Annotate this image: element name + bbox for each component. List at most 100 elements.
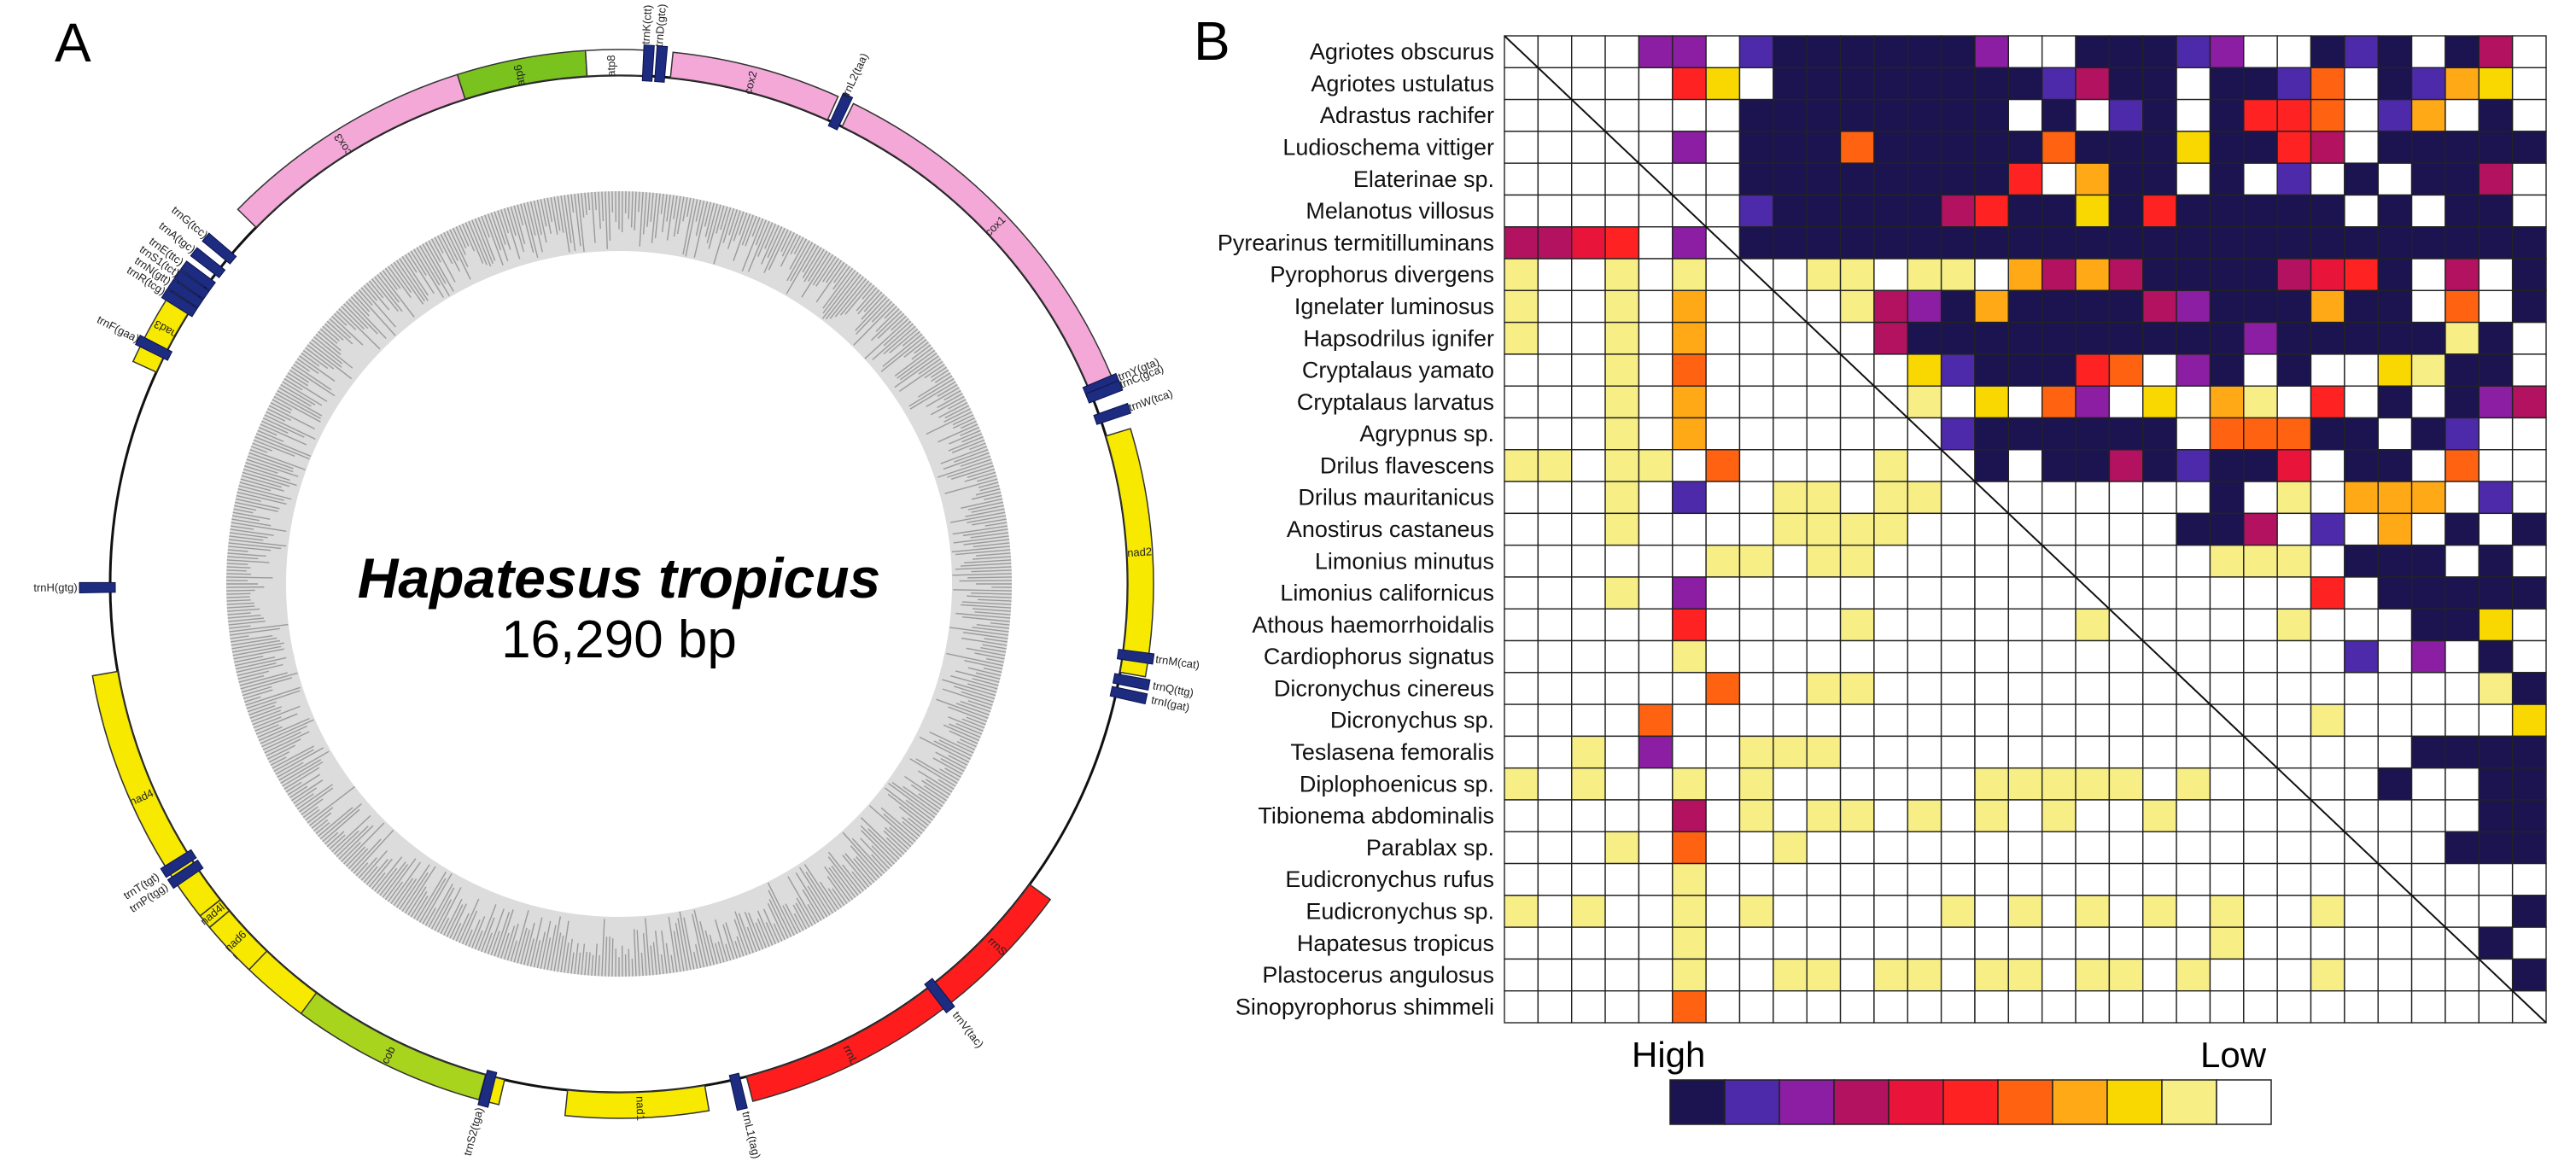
panel-a-letter: A — [55, 12, 91, 73]
heatmap-cell — [1638, 321, 1674, 355]
gc-content-ticks — [226, 191, 1012, 977]
heatmap-cell — [2511, 194, 2547, 228]
heatmap-cell — [1907, 831, 1942, 865]
heatmap-cell — [2478, 512, 2514, 546]
heatmap-cell — [2310, 385, 2345, 419]
heatmap-cell — [1940, 481, 1976, 515]
heatmap-cell — [2276, 990, 2312, 1024]
heatmap-cell — [1839, 194, 1875, 228]
heatmap-cell — [1873, 417, 1908, 451]
heatmap-cell — [1672, 98, 1707, 132]
heatmap-cell — [1672, 703, 1707, 738]
heatmap-cell — [1940, 35, 1976, 68]
heatmap-cell — [1705, 703, 1741, 738]
heatmap-cell — [1974, 67, 2010, 101]
trna-label-10: trnL1(tag) — [739, 1110, 762, 1159]
heatmap-cell — [1907, 544, 1942, 578]
trna-mark-20 — [190, 247, 226, 278]
species-label-18: Athous haemorrhoidalis — [1252, 612, 1494, 638]
heatmap-cell — [2276, 194, 2312, 228]
heatmap-cell — [2511, 98, 2547, 132]
heatmap-cell — [2209, 449, 2245, 482]
heatmap-cell — [2445, 958, 2480, 992]
heatmap-cell — [1638, 98, 1674, 132]
heatmap-cell — [1940, 131, 1976, 164]
heatmap-cell — [2142, 67, 2177, 101]
heatmap-cell — [2075, 481, 2111, 515]
gene-arc-nad1 — [564, 1084, 710, 1119]
heatmap-cell — [2478, 990, 2514, 1024]
gene-label-nad1: nad1 — [634, 1096, 647, 1121]
heatmap-cell — [1537, 735, 1573, 769]
heatmap-cell — [2410, 767, 2446, 801]
heatmap-cell — [1940, 162, 1976, 196]
heatmap-cell — [2041, 862, 2077, 896]
heatmap-cell — [2142, 321, 2177, 355]
heatmap-cell — [1604, 926, 1640, 960]
heatmap-cell — [2075, 831, 2111, 865]
heatmap-cell — [1806, 703, 1842, 738]
heatmap-cell — [2243, 481, 2278, 515]
heatmap-cell — [2276, 98, 2312, 132]
species-label-27: Eudicronychus sp. — [1306, 898, 1494, 924]
heatmap-cell — [2007, 672, 2043, 705]
gene-arcs: cox3atp6atp8cox2cox1nad2nad5nad4nad4lnad… — [91, 49, 1154, 1121]
heatmap-cell — [1537, 799, 1573, 832]
heatmap-cell — [2276, 703, 2312, 738]
heatmap-cell — [2511, 576, 2547, 610]
heatmap-cell — [1873, 672, 1908, 705]
heatmap-cell — [2209, 576, 2245, 610]
gene-arc-nad6 — [208, 910, 268, 971]
heatmap-cell — [1940, 703, 1976, 738]
heatmap-cell — [1604, 608, 1640, 642]
heatmap-cell — [1738, 799, 1774, 832]
heatmap-cell — [2209, 831, 2245, 865]
heatmap-cell — [1940, 544, 1976, 578]
heatmap-cell — [2142, 672, 2177, 705]
heatmap-cell — [1773, 385, 1808, 419]
heatmap-cell — [2176, 895, 2211, 928]
heatmap-cell — [1839, 703, 1875, 738]
heatmap-cell — [2344, 417, 2379, 451]
heatmap-cell — [2276, 735, 2312, 769]
gene-arc-nad4 — [91, 670, 221, 917]
heatmap-cell — [1672, 639, 1707, 674]
heatmap-cell — [2276, 258, 2312, 292]
heatmap-cell — [2007, 226, 2043, 260]
heatmap-cell — [1738, 385, 1774, 419]
heatmap-cell — [2176, 258, 2211, 292]
heatmap-cell — [2142, 449, 2177, 482]
heatmap-cell — [1806, 576, 1842, 610]
heatmap-cell — [1806, 194, 1842, 228]
heatmap-cell — [2310, 321, 2345, 355]
heatmap-cell — [1974, 862, 2010, 896]
heatmap-cell — [1571, 990, 1606, 1024]
heatmap-cell — [1940, 194, 1976, 228]
heatmap-cell — [2478, 576, 2514, 610]
heatmap-cell — [1806, 449, 1842, 482]
heatmap-cell — [1638, 481, 1674, 515]
heatmap-cell — [1571, 162, 1606, 196]
heatmap-cell — [1773, 353, 1808, 387]
heatmap-cell — [1705, 512, 1741, 546]
heatmap-cell — [2511, 131, 2547, 164]
gene-arc-nad4l — [199, 899, 231, 929]
heatmap-cell — [2377, 194, 2413, 228]
heatmap-cell — [2310, 735, 2345, 769]
heatmap-cell — [2310, 226, 2345, 260]
heatmap-cell — [1537, 449, 1573, 482]
heatmap-cell — [2445, 672, 2480, 705]
heatmap-cell — [1504, 639, 1539, 674]
trna-mark-14 — [79, 581, 116, 593]
heatmap-cell — [1940, 831, 1976, 865]
heatmap-cell — [1604, 831, 1640, 865]
heatmap-cell — [1940, 67, 1976, 101]
heatmap-cell — [1873, 735, 1908, 769]
heatmap-cell — [2108, 289, 2144, 324]
heatmap-cell — [1839, 512, 1875, 546]
heatmap-cell — [2410, 194, 2446, 228]
heatmap-cell — [2445, 481, 2480, 515]
heatmap-cell — [1672, 353, 1707, 387]
heatmap-cell — [1672, 67, 1707, 101]
heatmap-cell — [2410, 926, 2446, 960]
